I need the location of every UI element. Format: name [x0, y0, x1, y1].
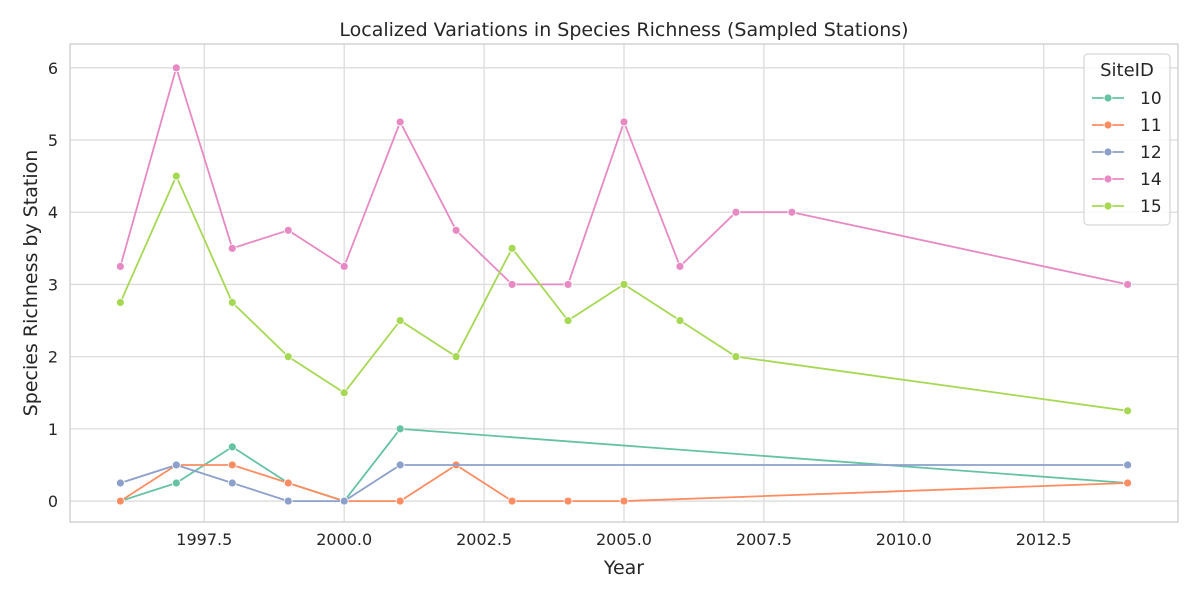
data-point — [115, 298, 125, 307]
legend-item-14: 14 — [1092, 170, 1162, 190]
data-point — [171, 478, 181, 488]
legend-label: 11 — [1140, 116, 1162, 136]
series-15 — [115, 171, 1133, 416]
legend: SiteID 10 11 12 14 15 — [1083, 53, 1171, 226]
x-axis-label: Year — [603, 557, 644, 579]
legend-label: 14 — [1140, 170, 1162, 190]
x-tick-label: 2005.0 — [596, 530, 652, 549]
y-tick-label: 5 — [48, 131, 58, 150]
data-point — [171, 460, 181, 470]
legend-marker — [1103, 201, 1113, 211]
data-point — [619, 496, 629, 506]
data-point — [115, 478, 125, 488]
data-point — [731, 207, 741, 217]
y-tick-label: 6 — [48, 59, 58, 78]
data-point — [507, 280, 517, 289]
legend-label: 12 — [1140, 143, 1162, 163]
y-tick-label: 1 — [48, 420, 58, 439]
y-axis-label: Species Richness by Station — [20, 150, 42, 417]
data-point — [283, 478, 293, 488]
data-point — [451, 225, 461, 235]
chart-title: Localized Variations in Species Richness… — [339, 19, 908, 41]
data-point — [1123, 460, 1133, 470]
data-point — [283, 496, 293, 506]
y-tick-label: 4 — [48, 203, 58, 222]
x-tick-label: 2000.0 — [316, 530, 372, 549]
x-tick-label: 2002.5 — [456, 530, 512, 549]
y-tick-label: 2 — [48, 348, 58, 367]
data-point — [731, 352, 741, 362]
legend-items: 10 11 12 14 15 — [1092, 89, 1162, 217]
series-group — [115, 63, 1133, 506]
data-point — [115, 261, 125, 271]
x-tick-label: 2010.0 — [876, 530, 932, 549]
data-point — [227, 298, 237, 307]
data-point — [675, 316, 685, 325]
data-point — [787, 207, 797, 217]
legend-title: SiteID — [1100, 60, 1154, 81]
data-point — [507, 243, 517, 253]
legend-item-15: 15 — [1092, 197, 1162, 217]
data-point — [507, 496, 517, 506]
axis-ticks: 1997.5 2000.0 2002.5 2005.0 2007.5 2010.0 2012… — [48, 59, 1072, 549]
data-point — [171, 63, 181, 73]
data-point — [1123, 478, 1133, 488]
data-point — [451, 352, 461, 362]
legend-marker — [1103, 174, 1113, 184]
data-point — [283, 352, 293, 362]
data-point — [1123, 406, 1133, 416]
legend-item-12: 12 — [1092, 143, 1162, 163]
data-point — [395, 424, 405, 434]
data-point — [283, 225, 293, 235]
data-point — [115, 496, 125, 506]
data-point — [619, 280, 629, 289]
data-point — [1123, 280, 1133, 289]
data-point — [563, 496, 573, 506]
data-point — [171, 171, 181, 181]
legend-marker — [1103, 93, 1113, 103]
legend-label: 15 — [1140, 197, 1162, 217]
y-tick-label: 0 — [48, 492, 58, 511]
data-point — [395, 117, 405, 127]
data-point — [227, 442, 237, 452]
data-point — [675, 261, 685, 271]
series-12 — [115, 460, 1133, 506]
y-tick-label: 3 — [48, 275, 58, 294]
legend-marker — [1103, 147, 1113, 157]
data-point — [395, 496, 405, 506]
data-point — [339, 388, 349, 398]
plot-frame — [69, 43, 1179, 523]
data-point — [563, 316, 573, 325]
legend-item-10: 10 — [1092, 89, 1162, 109]
data-point — [395, 460, 405, 470]
series-14 — [115, 63, 1133, 289]
data-point — [227, 460, 237, 470]
data-point — [395, 316, 405, 325]
series-line-14 — [119, 66, 1128, 286]
legend-marker — [1103, 120, 1113, 130]
data-point — [227, 478, 237, 488]
x-tick-label: 2007.5 — [736, 530, 792, 549]
data-point — [563, 280, 573, 289]
x-tick-label: 2012.5 — [1016, 530, 1072, 549]
legend-item-11: 11 — [1092, 116, 1162, 136]
data-point — [339, 496, 349, 506]
data-point — [227, 243, 237, 253]
legend-label: 10 — [1140, 89, 1162, 109]
data-point — [619, 117, 629, 127]
x-tick-label: 1997.5 — [176, 530, 232, 549]
data-point — [339, 261, 349, 271]
